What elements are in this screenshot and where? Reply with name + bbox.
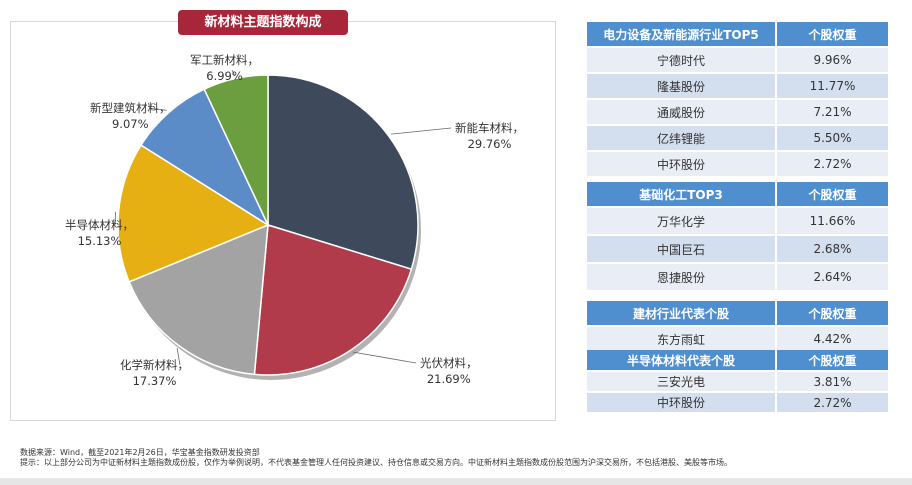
weight-cell: 3.81%	[776, 371, 890, 393]
column-header-stock: 基础化工TOP3	[587, 182, 777, 208]
slice-label: 半导体材料， 15.13%	[65, 217, 134, 249]
slice-name: 光伏材料，	[420, 356, 478, 370]
slice-label: 新型建筑材料， 9.07%	[90, 100, 171, 132]
chart-title: 新材料主题指数构成	[178, 10, 348, 35]
slice-name: 新型建筑材料，	[90, 101, 171, 115]
table-semiconductor: 半导体材料代表个股 个股权重 三安光电 3.81% 中环股份 2.72%	[587, 350, 890, 414]
pie-slice-5	[203, 74, 269, 226]
stock-name-cell: 隆基股份	[587, 73, 777, 100]
table-row: 万华化学 11.66%	[587, 207, 890, 236]
stock-name-cell: 中环股份	[587, 392, 777, 414]
footnotes: 数据来源：Wind，截至2021年2月26日，华宝基金指数研发投资部 提示：以上…	[20, 448, 732, 468]
column-header-stock: 半导体材料代表个股	[587, 350, 777, 372]
stock-name-cell: 亿纬锂能	[587, 125, 777, 152]
weight-cell: 4.42%	[776, 326, 890, 353]
column-header-weight: 个股权重	[776, 350, 890, 372]
stock-name-cell: 东方雨虹	[587, 326, 777, 353]
weight-cell: 2.72%	[776, 392, 890, 414]
stock-name-cell: 万华化学	[587, 207, 777, 236]
slice-value: 29.76%	[467, 137, 512, 151]
table-building: 建材行业代表个股 个股权重 东方雨虹 4.42%	[587, 301, 890, 353]
column-header-weight: 个股权重	[776, 22, 890, 48]
stock-name-cell: 恩捷股份	[587, 263, 777, 292]
disclaimer-note: 提示：以上部分公司为中证新材料主题指数成份股，仅作为举例说明，不代表基金管理人任…	[20, 458, 732, 467]
pie-slice-2	[128, 223, 269, 376]
pie-chart	[114, 69, 452, 380]
weight-cell: 7.21%	[776, 99, 890, 126]
weight-cell: 5.50%	[776, 125, 890, 152]
leader-line	[114, 211, 116, 226]
weight-cell: 9.96%	[776, 47, 890, 74]
slice-label: 军工新材料， 6.99%	[190, 52, 259, 84]
slice-value: 6.99%	[206, 69, 243, 83]
table-row: 隆基股份 11.77%	[587, 73, 890, 100]
slice-label: 新能车材料， 29.76%	[455, 120, 524, 152]
table-row: 中国巨石 2.68%	[587, 235, 890, 264]
slice-value: 15.13%	[77, 234, 122, 248]
leader-line	[176, 347, 181, 366]
slice-value: 21.69%	[426, 372, 471, 386]
table-row: 宁德时代 9.96%	[587, 47, 890, 74]
stock-name-cell: 宁德时代	[587, 47, 777, 74]
leader-line	[231, 69, 236, 76]
stock-name-cell: 通威股份	[587, 99, 777, 126]
table-row: 中环股份 2.72%	[587, 392, 890, 414]
column-header-stock: 建材行业代表个股	[587, 301, 777, 327]
pie-slice-1	[253, 224, 413, 376]
leader-line	[391, 127, 452, 135]
table-row: 东方雨虹 4.42%	[587, 326, 890, 353]
weight-cell: 11.77%	[776, 73, 890, 100]
slice-name: 化学新材料，	[120, 358, 189, 372]
source-note: 数据来源：Wind，截至2021年2月26日，华宝基金指数研发投资部	[20, 448, 260, 457]
table-row: 中环股份 2.72%	[587, 151, 890, 178]
stock-name-cell: 三安光电	[587, 371, 777, 393]
table-row: 亿纬锂能 5.50%	[587, 125, 890, 152]
weight-cell: 2.64%	[776, 263, 890, 292]
weight-cell: 2.68%	[776, 235, 890, 264]
slice-label: 化学新材料， 17.37%	[120, 357, 189, 389]
pie-slice-0	[267, 74, 419, 271]
leader-line	[149, 107, 167, 111]
table-chemical: 基础化工TOP3 个股权重 万华化学 11.66% 中国巨石 2.68% 恩捷股份 2.64%	[587, 182, 890, 292]
slice-value: 17.37%	[132, 374, 177, 388]
slice-label: 光伏材料， 21.69%	[420, 355, 478, 387]
column-header-stock: 电力设备及新能源行业TOP5	[587, 22, 777, 48]
bottom-bar	[0, 478, 912, 485]
table-row: 通威股份 7.21%	[587, 99, 890, 126]
pie-slice-3	[117, 144, 270, 283]
leader-line	[353, 351, 417, 364]
table-row: 三安光电 3.81%	[587, 371, 890, 393]
slice-value: 9.07%	[111, 117, 149, 131]
slice-name: 新能车材料，	[455, 121, 524, 135]
stock-name-cell: 中环股份	[587, 151, 777, 178]
table-new-energy: 电力设备及新能源行业TOP5 个股权重 宁德时代 9.96% 隆基股份 11.77% 通威股…	[587, 22, 890, 178]
weight-cell: 11.66%	[776, 207, 890, 236]
slice-name: 半导体材料，	[65, 218, 134, 232]
pie-slice-4	[140, 88, 270, 227]
column-header-weight: 个股权重	[776, 182, 890, 208]
slice-name: 军工新材料，	[190, 53, 259, 67]
weight-cell: 2.72%	[776, 151, 890, 178]
stock-name-cell: 中国巨石	[587, 235, 777, 264]
column-header-weight: 个股权重	[776, 301, 890, 327]
table-row: 恩捷股份 2.64%	[587, 263, 890, 292]
